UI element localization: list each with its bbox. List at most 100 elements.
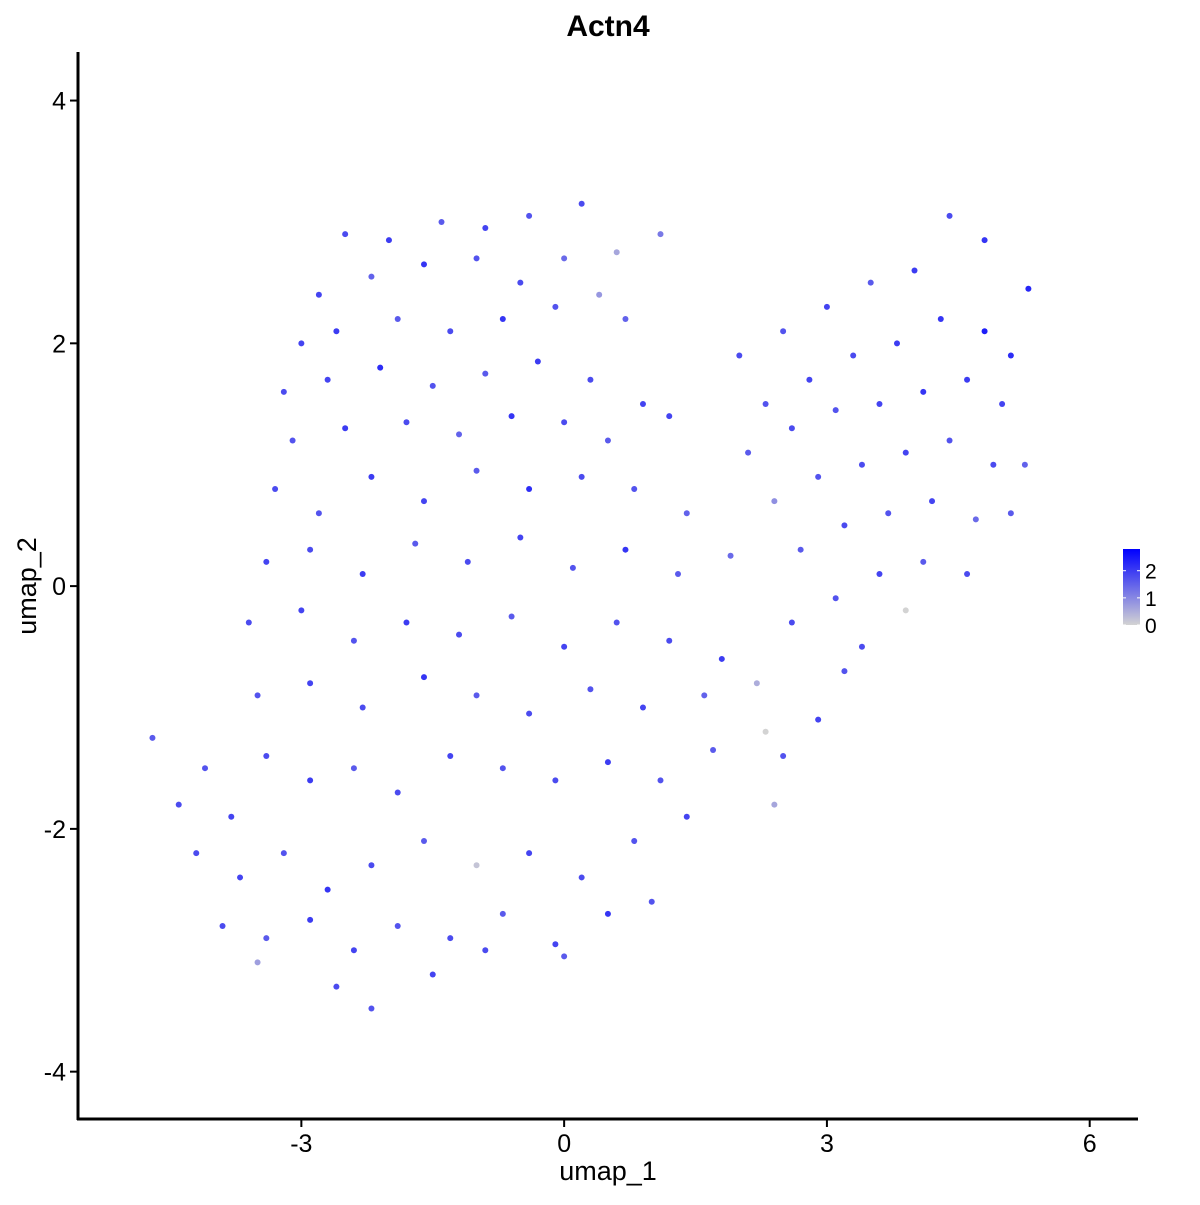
point [762,401,769,408]
point [368,473,375,480]
point [464,558,471,565]
point [920,558,927,565]
point [683,813,690,820]
point [272,485,279,492]
point [263,935,270,942]
point [324,886,331,893]
point [832,407,839,414]
point [727,552,734,559]
point [403,419,410,426]
point [307,546,314,553]
point [639,401,646,408]
point [710,746,717,753]
point [447,753,454,760]
point [526,485,533,492]
colorbar-label: 2 [1145,561,1157,584]
point [526,850,533,857]
point [613,249,620,256]
point [237,874,244,881]
point [307,680,314,687]
point [604,437,611,444]
point [657,777,664,784]
point [1007,510,1014,517]
point [561,255,568,262]
point [832,595,839,602]
point [876,401,883,408]
point [675,570,682,577]
point [263,753,270,760]
point [946,437,953,444]
point [315,510,322,517]
point [324,376,331,383]
colorbar-fill [1123,549,1140,625]
point [350,637,357,644]
point [359,704,366,711]
point [447,935,454,942]
point [622,546,629,553]
point [473,467,480,474]
point [561,643,568,650]
point [683,510,690,517]
point [394,789,401,796]
point [797,546,804,553]
point [149,734,156,741]
point [841,522,848,529]
point [639,704,646,711]
point [473,862,480,869]
point [972,516,979,523]
point [920,388,927,395]
point [893,340,900,347]
point [990,461,997,468]
colorbar-label: 1 [1145,588,1157,611]
point [429,382,436,389]
point [1025,285,1032,292]
point [587,376,594,383]
point [867,279,874,286]
x-tick-label: 0 [557,1130,571,1158]
point [456,631,463,638]
point [315,291,322,298]
point [175,801,182,808]
point [447,328,454,335]
point [368,1005,375,1012]
point [578,473,585,480]
point [578,200,585,207]
point [193,850,200,857]
point [456,431,463,438]
point [438,218,445,225]
point [429,971,436,978]
y-axis-title: umap_2 [12,537,42,635]
point [245,619,252,626]
point [771,498,778,505]
point [569,564,576,571]
point [534,358,541,365]
point [736,352,743,359]
point [342,425,349,432]
point [552,941,559,948]
point [219,922,226,929]
point [280,388,287,395]
point [806,376,813,383]
point [771,801,778,808]
point [815,473,822,480]
point [228,813,235,820]
y-tick-label: -2 [44,816,66,844]
point [420,838,427,845]
point [368,862,375,869]
point [648,898,655,905]
point [394,922,401,929]
point [368,273,375,280]
point [333,328,340,335]
point [482,370,489,377]
point [902,449,909,456]
point [385,237,392,244]
y-tick-label: 4 [52,88,66,116]
point [885,510,892,517]
point [666,413,673,420]
point [499,765,506,772]
point [508,413,515,420]
point [420,498,427,505]
point [718,655,725,662]
point [876,570,883,577]
point [473,255,480,262]
